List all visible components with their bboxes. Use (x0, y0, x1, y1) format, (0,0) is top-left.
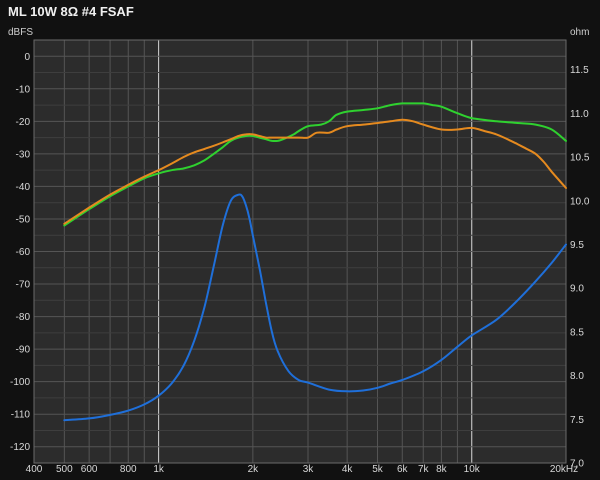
y-tick-label: -110 (11, 410, 31, 421)
x-tick-label: 2k (248, 464, 260, 475)
y2-tick-label: 7.5 (570, 415, 584, 426)
y-tick-label: 0 (24, 52, 30, 63)
plot-frame (33, 39, 567, 464)
y2-tick-label: 11.5 (570, 65, 589, 76)
y-tick-label: -70 (16, 280, 31, 291)
x-tick-label: 3k (303, 464, 315, 475)
y-tick-label: -50 (16, 214, 31, 225)
x-tick-label: 5k (372, 464, 384, 475)
series-line-orange (63, 118, 567, 225)
y2-tick-label: 9.0 (570, 284, 584, 295)
x-tick-label: 6k (397, 464, 409, 475)
x-tick-label: 1k (153, 464, 165, 475)
y2-axis-label: ohm (570, 27, 590, 38)
y-tick-label: -100 (10, 377, 30, 388)
y2-tick-label: 10.5 (570, 153, 590, 164)
y-tick-label: -80 (16, 312, 31, 323)
series-line-impedance (63, 193, 567, 422)
y2-tick-label: 7.0 (570, 459, 584, 470)
x-tick-label: 400 (26, 464, 43, 475)
x-tick-label: 8k (436, 464, 448, 475)
chart-title: ML 10W 8Ω #4 FSAF (8, 4, 134, 19)
y2-tick-label: 10.0 (570, 196, 590, 207)
y-tick-label: -30 (16, 149, 31, 160)
x-tick-label: 7k (418, 464, 430, 475)
y-tick-label: -10 (16, 84, 31, 95)
y-tick-label: -40 (16, 182, 31, 193)
series-line-green (63, 102, 567, 227)
y2-tick-label: 8.5 (570, 327, 584, 338)
y2-tick-label: 8.0 (570, 371, 584, 382)
x-tick-label: 800 (120, 464, 137, 475)
y-tick-label: -20 (16, 117, 31, 128)
x-tick-label: 20kHz (550, 464, 578, 475)
x-tick-label: 600 (81, 464, 98, 475)
y2-tick-label: 11.0 (570, 109, 589, 120)
y-tick-label: -120 (10, 442, 30, 453)
y-axis-label: dBFS (8, 27, 34, 38)
y-tick-label: -90 (16, 345, 31, 356)
x-tick-label: 500 (56, 464, 73, 475)
y-tick-label: -60 (16, 247, 31, 258)
x-tick-label: 10k (464, 464, 481, 475)
y2-tick-label: 9.5 (570, 240, 584, 251)
x-tick-label: 4k (342, 464, 354, 475)
